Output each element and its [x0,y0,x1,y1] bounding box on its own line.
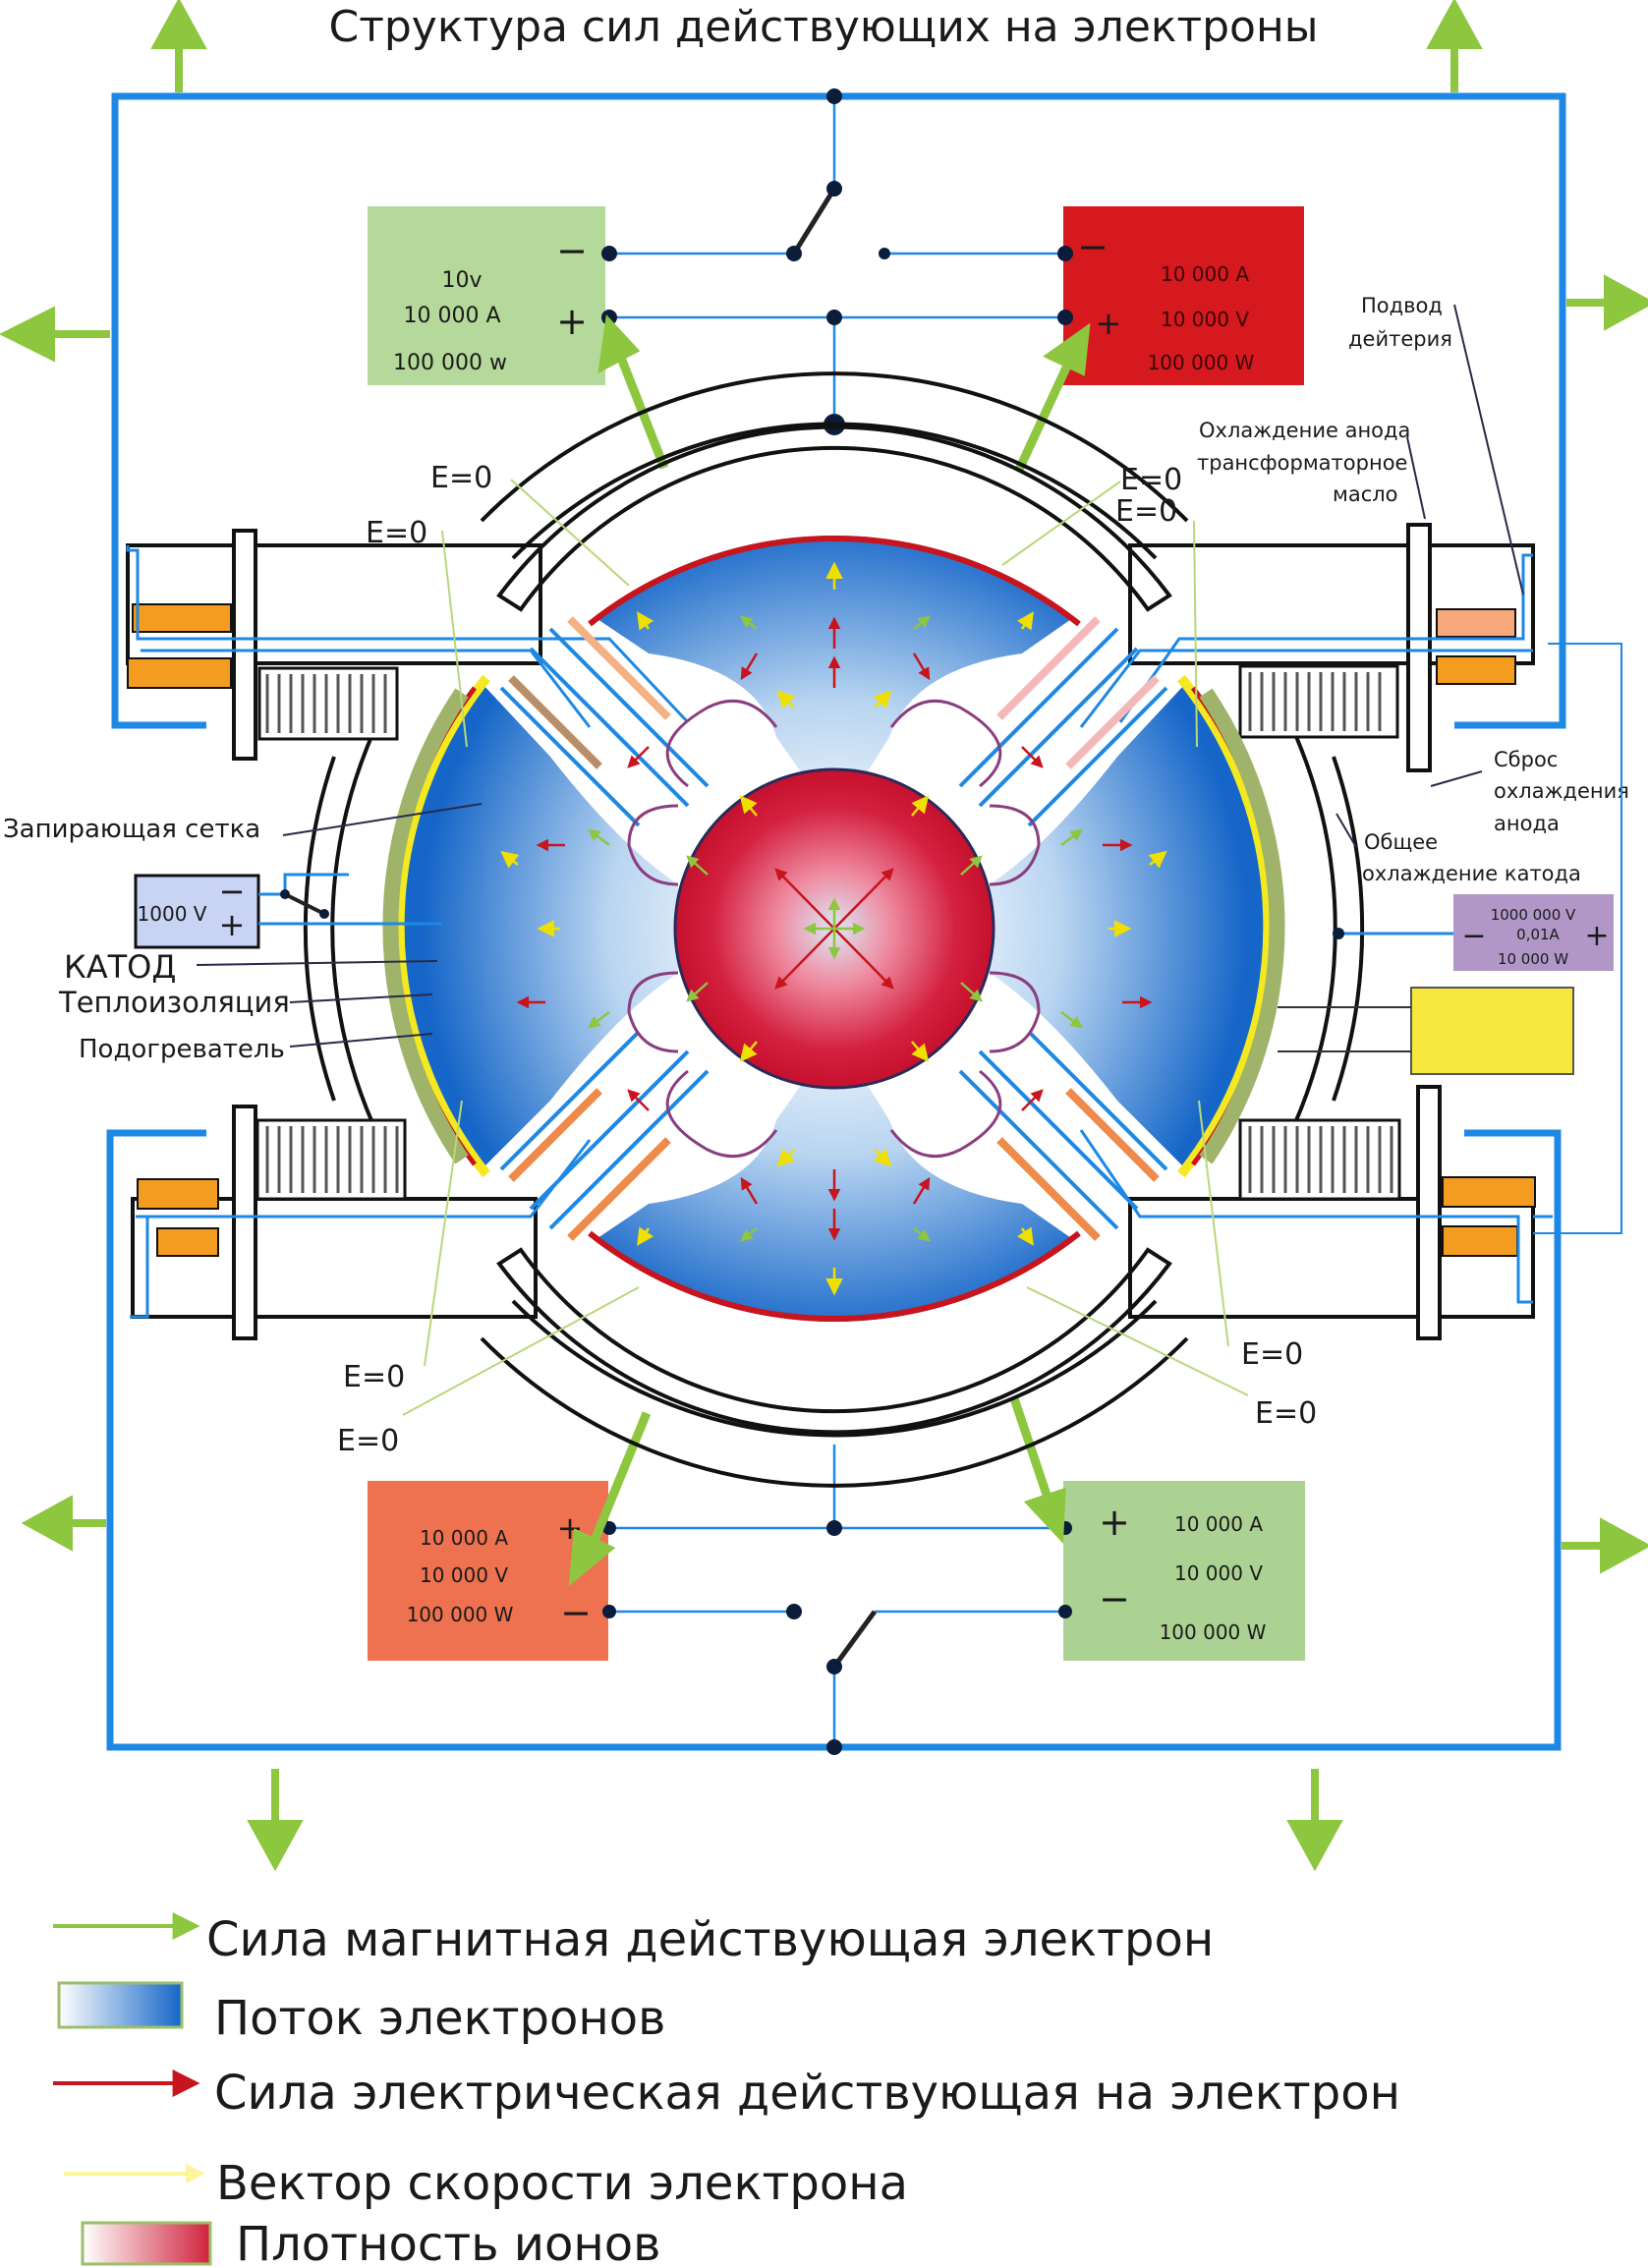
top-switch [786,88,890,435]
heater-label: Подогреватель [79,1035,285,1064]
psu-grid-minus: − [219,873,246,910]
psu-top-left-minus: − [556,229,588,272]
magnetic-loops [627,699,1041,1159]
psu-top-right-minus: − [1077,225,1108,268]
e-zero-label: E=0 [430,461,492,495]
legend-label-velocity: Вектор скорости электрона [216,2156,908,2211]
e-zero-label: E=0 [337,1424,399,1458]
psu-bottom-right-minus: − [1099,1577,1130,1620]
legend-swatch-flow [57,1981,184,2029]
right-labels: Подвод дейтерия Охлаждение анода трансфо… [1197,294,1629,885]
psu-top-left: 10v 10 000 A 100 000 w − + [368,206,617,385]
e-zero-labels: E=0 E=0 E=0 E=0 E=0 E=0 E=0 E=0 [337,461,1317,1458]
e-zero-label: E=0 [1115,494,1177,529]
left-labels: Запирающая сетка КАТОД Теплоизоляция Под… [3,803,483,1064]
diagram-title: Структура сил действующих на электроны [329,2,1319,52]
psu-bottom-right-line-2: 10 000 V [1174,1561,1263,1585]
psu-bottom-left-line-2: 10 000 V [420,1563,508,1587]
electron-flow-top [588,535,1081,776]
psu-bottom-left-line-3: 100 000 W [407,1603,514,1626]
psu-top-right-line-1: 10 000 A [1161,262,1249,286]
deuterium-supply-label-2: дейтерия [1348,327,1452,351]
anode-cooling-label-2: трансформаторное [1197,451,1407,475]
flange-bottom-right [1079,1085,1553,1340]
yellow-box [1278,987,1574,1075]
flange-top-left [126,529,690,761]
locking-grid-label: Запирающая сетка [3,815,260,844]
anode-cooling-reset-label-3: анода [1494,812,1560,835]
psu-cathode-line-3: 10 000 W [1498,950,1568,968]
psu-top-right: 10 000 A 10 000 V 100 000 W − + [1057,206,1304,385]
psu-top-left-line-1: 10v [441,268,482,293]
psu-top-left-line-2: 10 000 A [403,304,500,328]
bottom-switch [786,1520,878,1755]
legend-label-flow: Поток электронов [214,1991,665,2046]
legend-label-ion: Плотность ионов [236,2217,660,2268]
psu-bottom-right-plus: + [1099,1501,1130,1544]
psu-bottom-left-minus: − [560,1591,592,1634]
psu-cathode-line-2: 0,01A [1516,926,1560,943]
bottom-wiring [609,1445,1065,1747]
anode-cooling-label-1: Охлаждение анода [1199,419,1410,442]
psu-magnetic-arrows [568,313,1091,1587]
e-zero-label: E=0 [343,1360,405,1394]
anode-cooling-reset-label-2: охлаждения [1494,779,1629,803]
outer-magnetic-arrows [0,0,1648,1872]
e-zero-label: E=0 [366,516,427,550]
anode-cooling-reset-label-1: Сброс [1494,748,1558,771]
psu-grid-plus: + [219,906,246,943]
psu-bottom-right-line-3: 100 000 W [1160,1620,1267,1644]
psu-bottom-right-line-1: 10 000 A [1174,1512,1263,1536]
cathode-cooling-label-2: охлаждение катода [1362,862,1581,885]
cooling-loop [1533,643,1622,1234]
force-arrows [500,561,1167,1296]
psu-top-left-line-3: 100 000 w [393,351,507,375]
thermal-insulation-label: Теплоизоляция [58,986,290,1019]
anode-cooling-label-3: масло [1333,482,1398,506]
e-zero-label: E=0 [1255,1396,1317,1431]
e-zero-label: E=0 [1120,463,1182,497]
cathode-cooling-label-1: Общее [1364,830,1438,854]
psu-cathode-plus: + [1584,919,1609,953]
flange-bottom-left [130,1105,592,1340]
e-zero-label: E=0 [1241,1337,1303,1372]
deuterium-supply-label-1: Подвод [1361,294,1443,317]
psu-top-right-plus: + [1096,305,1122,342]
psu-top-left-plus: + [556,300,588,343]
psu-top-right-line-3: 100 000 W [1148,351,1255,374]
e-zero-pointers [402,479,1249,1416]
legend-label-electric: Сила электрическая действующая на электр… [214,2066,1400,2121]
cathode-label: КАТОД [64,948,176,986]
psu-bottom-left-line-1: 10 000 A [420,1526,508,1550]
chamber-outline [303,371,1365,1488]
psu-cathode-minus: − [1461,919,1486,953]
electron-flow-bottom [588,1081,1081,1323]
legend-label-magnetic: Сила магнитная действующая электрон [206,1912,1214,1967]
psu-cathode: 1000 000 V 0,01A 10 000 W − + [1333,894,1614,971]
legend-swatch-ion [81,2221,212,2266]
psu-cathode-line-1: 1000 000 V [1491,906,1576,924]
psu-bottom-right: 10 000 A 10 000 V 100 000 W + − [1058,1481,1305,1661]
psu-grid: 1000 V − + [134,873,442,949]
diagonal-strips [508,616,1160,1241]
flange-top-right [1079,523,1535,772]
psu-grid-line-1: 1000 V [138,902,207,926]
legend: Сила магнитная действующая электрон Пото… [53,1912,1400,2268]
psu-top-right-line-2: 10 000 V [1161,308,1249,331]
diagonal-channels [499,627,1168,1230]
